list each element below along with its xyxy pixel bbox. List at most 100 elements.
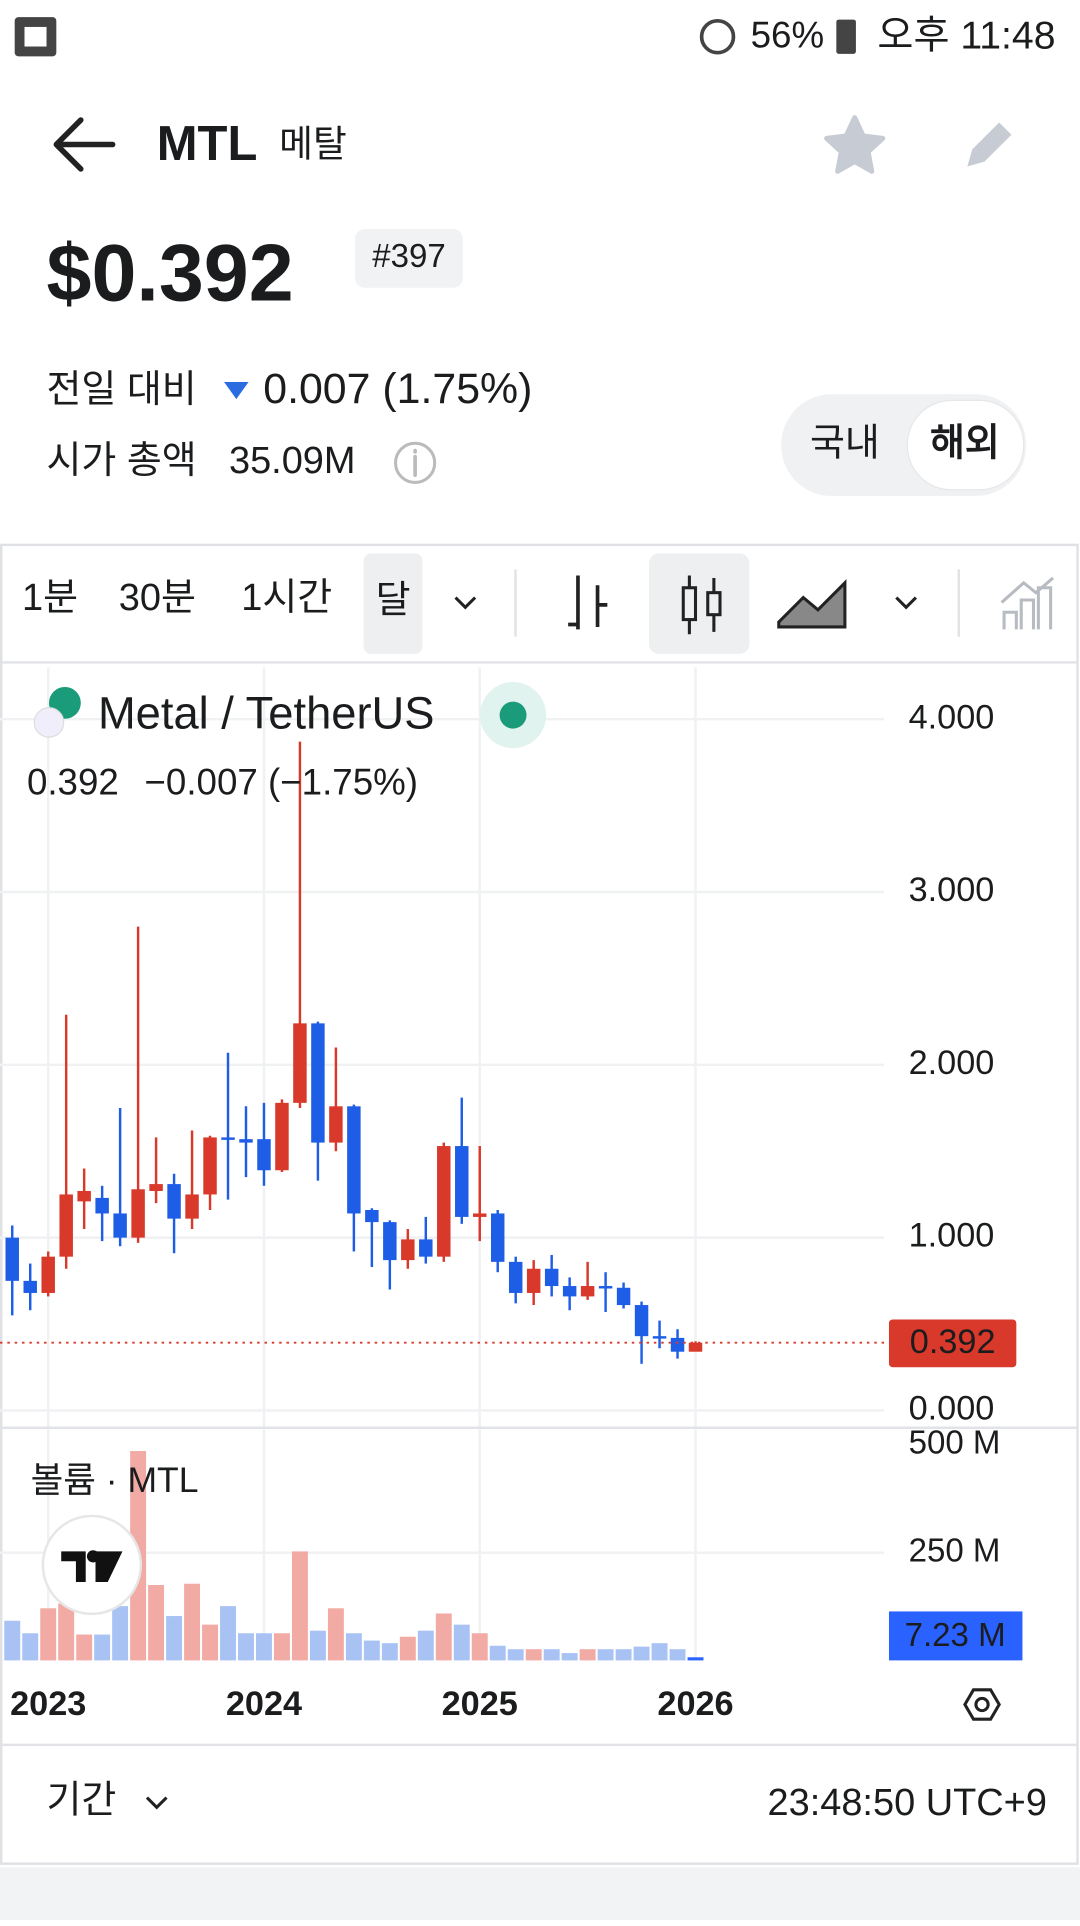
volume-bar: [220, 1606, 236, 1661]
market-cap: 35.09M: [229, 440, 356, 482]
down-arrow: [224, 382, 249, 400]
volume-bar: [238, 1633, 254, 1661]
volume-bar: [543, 1649, 560, 1661]
volume-bar: [633, 1646, 650, 1661]
volume-tick-label: 500 M: [909, 1425, 1001, 1462]
dnd-icon: [699, 18, 736, 55]
volume-bar: [399, 1636, 416, 1661]
y-tick-label: 1.000: [909, 1217, 995, 1255]
toggle-active: [906, 399, 1025, 491]
coin-name: 메탈: [279, 124, 347, 165]
bars-style-button[interactable]: [568, 575, 608, 630]
favorite-button[interactable]: [824, 115, 886, 174]
period-dropdown[interactable]: [145, 1796, 168, 1810]
interval[interactable]: 30분: [119, 577, 196, 619]
last-volume-label: 7.23 M: [905, 1617, 1006, 1654]
volume-bar: [22, 1633, 39, 1661]
candle-body: [185, 1194, 199, 1219]
chart-settings[interactable]: [963, 1688, 1001, 1721]
style-dropdown[interactable]: [895, 596, 918, 610]
interval[interactable]: 1시간: [241, 577, 332, 619]
interval-active-bg: [363, 553, 423, 654]
candle-icon-body: [681, 586, 698, 622]
candle-body: [293, 1023, 307, 1103]
candle-body: [41, 1256, 55, 1293]
indicator-button[interactable]: [1000, 576, 1055, 630]
volume-bar: [453, 1624, 470, 1661]
info-button[interactable]: [393, 441, 437, 484]
style-active-bg: [648, 553, 750, 654]
volume-title: 볼륨 · MTL: [31, 1460, 199, 1500]
y-tick-label: 2.000: [909, 1044, 995, 1082]
volume-bar: [148, 1585, 165, 1661]
volume-tick-label: 250 M: [909, 1532, 1001, 1569]
volume-bar: [309, 1630, 326, 1661]
volume-bar: [112, 1606, 129, 1661]
status-dot: [499, 701, 527, 729]
candle-body: [419, 1239, 433, 1257]
volume-bar: [489, 1645, 506, 1661]
tradingview-glyph: [61, 1551, 123, 1583]
battery-icon: [836, 19, 856, 54]
price: $0.392: [47, 229, 294, 319]
tradingview-glyph-dot: [86, 1550, 100, 1563]
candle-body: [347, 1106, 361, 1214]
coin-icon-base: [33, 707, 65, 738]
last-volume-tag: [888, 1611, 1023, 1661]
rank-badge: [355, 228, 463, 288]
series-title: Metal / TetherUS: [98, 687, 435, 738]
candle-body: [437, 1146, 451, 1257]
candle-body: [203, 1137, 217, 1195]
toggle-domestic[interactable]: 국내: [810, 423, 880, 465]
interval-dropdown[interactable]: [454, 596, 477, 610]
area-style-button[interactable]: [777, 579, 847, 629]
y-tick-label: 0.000: [909, 1390, 995, 1428]
rank: #397: [372, 238, 446, 275]
candle-body: [580, 1286, 595, 1297]
toggle-overseas[interactable]: 해외: [930, 423, 1000, 465]
back-button[interactable]: [53, 117, 116, 172]
volume-bar: [166, 1616, 183, 1661]
candle-body: [670, 1337, 685, 1352]
edit-button[interactable]: [967, 122, 1012, 167]
candle-body: [149, 1184, 163, 1191]
legend-change: −0.007 (−1.75%): [144, 762, 418, 803]
volume-bar: [256, 1633, 272, 1661]
bottom-strip: [0, 1867, 1080, 1920]
candle-body: [526, 1268, 541, 1293]
candle-body: [131, 1189, 145, 1238]
interval[interactable]: 1분: [22, 577, 78, 619]
chart-card: [0, 543, 1079, 1865]
volume-bar: [525, 1649, 542, 1661]
clock: 오후 11:48: [877, 14, 1055, 57]
volume-bar: [651, 1643, 668, 1661]
candle-body: [77, 1190, 91, 1202]
last-price-tag: [888, 1319, 1017, 1368]
interval[interactable]: 달: [376, 579, 411, 621]
volume-bar: [381, 1643, 398, 1661]
period-selector[interactable]: 기간: [47, 1779, 117, 1821]
volume-bar: [40, 1608, 57, 1661]
volume-bar: [507, 1649, 524, 1661]
volume-bar: [58, 1603, 75, 1661]
change-label: 전일 대비: [47, 369, 197, 411]
candle-body: [455, 1146, 469, 1217]
candle-body: [562, 1286, 577, 1297]
volume-bar: [471, 1633, 488, 1661]
y-tick-label: 3.000: [909, 871, 995, 909]
volume-bar: [4, 1620, 21, 1661]
tradingview-logo[interactable]: [41, 1514, 143, 1616]
market-cap-label: 시가 총액: [47, 440, 197, 482]
volume-bar: [202, 1624, 218, 1661]
battery-level: 56%: [751, 15, 825, 56]
candle-body: [490, 1213, 505, 1262]
timezone-clock: 23:48:50 UTC+9: [768, 1782, 1047, 1824]
candle-body: [275, 1102, 289, 1171]
candle-body: [257, 1139, 271, 1171]
x-tick-label: 2025: [442, 1685, 518, 1723]
candle-body: [113, 1213, 127, 1238]
volume-bar: [184, 1583, 201, 1661]
x-tick-label: 2026: [657, 1685, 733, 1723]
volume-bar: [561, 1653, 578, 1661]
